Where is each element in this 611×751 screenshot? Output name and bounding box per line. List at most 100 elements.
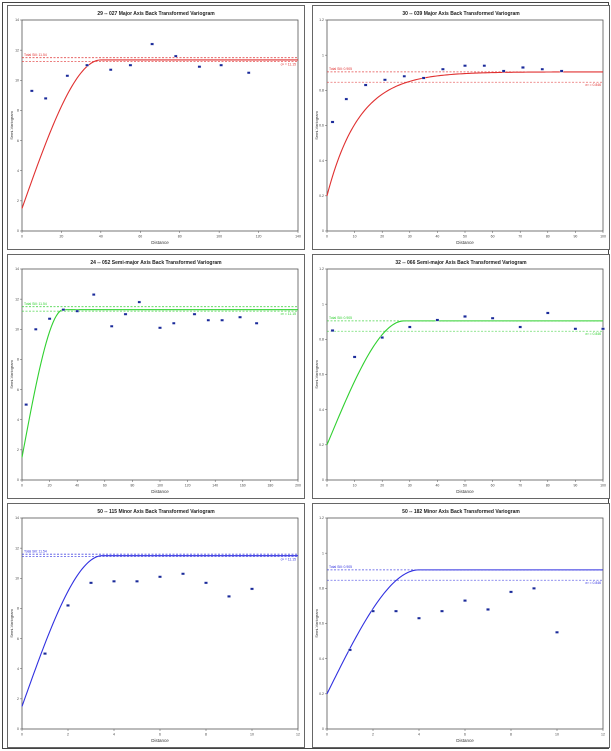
data-point <box>546 311 550 315</box>
y-tick-label: 0.8 <box>319 89 324 93</box>
x-axis-label: Distance <box>456 738 474 743</box>
variogram-chart: 50 -- 115 Minor Axis Back Transformed Va… <box>9 509 300 743</box>
model-curve <box>326 71 604 196</box>
y-tick-label: 10 <box>15 327 19 331</box>
data-point <box>197 65 202 69</box>
x-axis-label: Distance <box>151 738 169 743</box>
x-tick-label: 90 <box>573 235 577 239</box>
model-curve <box>21 59 298 209</box>
x-tick-label: 60 <box>138 235 142 239</box>
data-point <box>532 586 536 590</box>
plot-area <box>326 517 604 730</box>
x-tick-label: 100 <box>216 235 222 239</box>
data-point <box>540 67 545 71</box>
y-tick-label: 4 <box>17 667 19 671</box>
total-sill-label: Total Sill: 0.905 <box>329 565 352 569</box>
data-point <box>417 616 421 620</box>
data-point <box>521 66 525 69</box>
x-tick-label: 120 <box>185 484 191 488</box>
data-point <box>250 587 254 591</box>
x-tick-label: 60 <box>491 484 495 488</box>
data-point <box>137 300 142 304</box>
data-point <box>181 572 185 576</box>
variogram-panel: 30 -- 039 Major Axis Back Transformed Va… <box>312 5 610 250</box>
y-axis-label: Semi-Variogram <box>9 360 14 389</box>
data-point <box>441 67 445 71</box>
total-sill-label: Total Sill: 0.905 <box>329 316 352 320</box>
x-tick-label: 200 <box>295 484 301 488</box>
data-point <box>463 315 467 318</box>
y-tick-label: 14 <box>15 18 19 22</box>
x-axis-label: Distance <box>456 240 474 245</box>
plot-area <box>326 268 604 481</box>
variogram-panel: 29 -- 027 Major Axis Back Transformed Va… <box>7 5 305 250</box>
x-tick-label: 0 <box>326 235 328 239</box>
y-tick-label: 8 <box>17 109 19 113</box>
chart-title: 32 -- 066 Semi-major Axis Back Transform… <box>395 260 527 266</box>
x-tick-label: 0 <box>21 235 23 239</box>
data-point <box>30 89 34 93</box>
plot-area <box>21 517 299 730</box>
y-tick-label: 0 <box>322 727 324 731</box>
x-tick-label: 90 <box>573 484 577 488</box>
variogram-chart: 50 -- 182 Minor Axis Back Transformed Va… <box>314 509 605 743</box>
chart-title: 30 -- 039 Major Axis Back Transformed Va… <box>402 11 520 17</box>
data-point <box>463 64 467 68</box>
data-point <box>486 608 490 611</box>
x-tick-label: 12 <box>601 733 605 737</box>
y-axis-label: Semi-Variogram <box>314 609 319 638</box>
x-tick-label: 0 <box>21 733 23 737</box>
y-tick-label: 0 <box>322 229 324 233</box>
x-tick-label: 140 <box>212 484 218 488</box>
x-tick-label: 10 <box>353 484 357 488</box>
y-tick-label: 6 <box>17 139 19 143</box>
y-tick-label: 14 <box>15 267 19 271</box>
x-tick-label: 60 <box>491 235 495 239</box>
plot-area <box>21 268 299 481</box>
y-tick-label: 0.6 <box>319 622 324 626</box>
chart-title: 29 -- 027 Major Axis Back Transformed Va… <box>97 11 215 17</box>
data-point <box>408 325 412 329</box>
data-point <box>555 630 559 634</box>
plot-area <box>21 19 299 232</box>
variogram-chart: 29 -- 027 Major Axis Back Transformed Va… <box>9 11 301 245</box>
y-tick-label: 14 <box>15 516 19 520</box>
y-tick-label: 0.4 <box>319 159 324 163</box>
x-tick-label: 4 <box>418 733 420 737</box>
data-point <box>601 327 605 331</box>
x-tick-label: 100 <box>600 484 606 488</box>
x-tick-label: 20 <box>380 484 384 488</box>
x-axis-label: Distance <box>456 489 474 494</box>
y-tick-label: 0 <box>17 727 19 731</box>
data-point <box>47 317 52 321</box>
y-tick-label: 1 <box>322 302 324 306</box>
plot-area <box>326 19 604 232</box>
x-tick-label: 10 <box>353 235 357 239</box>
y-tick-label: 0 <box>17 229 19 233</box>
y-tick-label: 2 <box>17 697 19 701</box>
data-point <box>206 318 211 322</box>
variance-label: σ² = 11.15 <box>281 62 296 66</box>
y-tick-label: 0.6 <box>319 373 324 377</box>
y-tick-label: 12 <box>15 48 19 52</box>
data-point <box>559 69 564 73</box>
data-point <box>219 63 223 67</box>
total-sill-label: Total Sill: 11.54 <box>24 53 47 57</box>
data-point <box>482 64 487 68</box>
x-tick-label: 100 <box>600 235 606 239</box>
x-tick-label: 10 <box>250 733 254 737</box>
data-point <box>150 42 154 46</box>
data-point <box>65 74 70 78</box>
x-tick-label: 100 <box>157 484 163 488</box>
model-curve <box>21 555 298 707</box>
data-point <box>24 403 28 406</box>
data-point <box>34 327 38 331</box>
data-point <box>135 579 139 583</box>
x-axis-label: Distance <box>151 489 169 494</box>
y-tick-label: 12 <box>15 546 19 550</box>
data-point <box>573 327 578 331</box>
y-tick-label: 10 <box>15 576 19 580</box>
x-tick-label: 0 <box>21 484 23 488</box>
model-curve <box>21 309 298 458</box>
data-point <box>92 293 96 296</box>
